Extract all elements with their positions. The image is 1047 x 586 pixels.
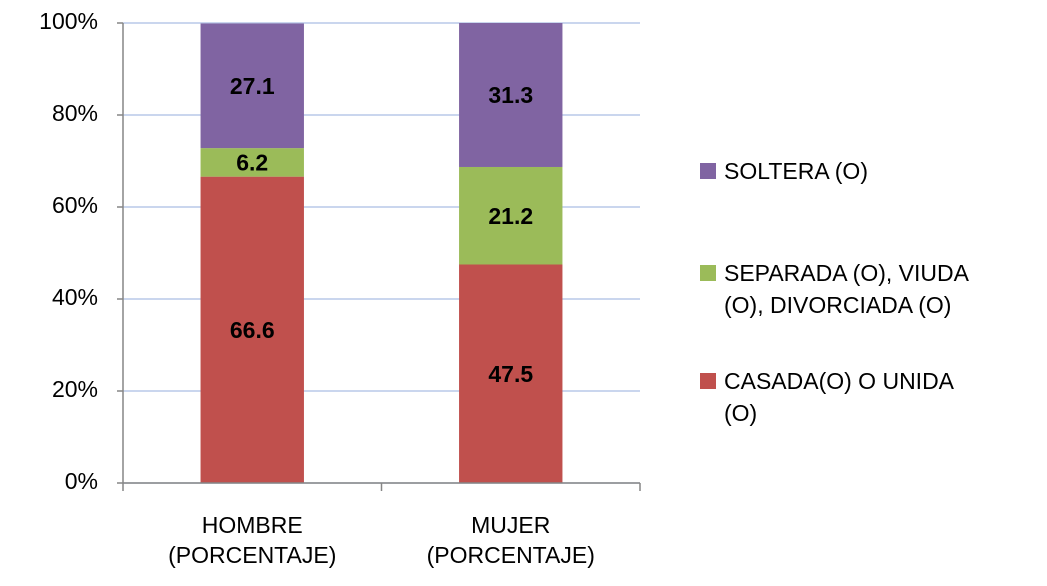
- x-tick-label: HOMBRE (PORCENTAJE): [168, 512, 337, 568]
- legend-swatch: [700, 265, 716, 281]
- x-tick-label: MUJER (PORCENTAJE): [426, 512, 595, 568]
- legend-label: SOLTERA (O): [724, 158, 868, 184]
- legend-item: CASADA(O) O UNIDA (O): [700, 365, 984, 429]
- data-label: 27.1: [230, 73, 275, 99]
- y-tick-label: 80%: [52, 100, 98, 126]
- legend-item: SOLTERA (O): [700, 155, 984, 187]
- bar-segment: [459, 166, 563, 265]
- y-tick-label: 40%: [52, 284, 98, 310]
- y-tick-label: 20%: [52, 376, 98, 402]
- y-tick-label: 100%: [39, 8, 98, 34]
- bar-segment: [200, 148, 304, 177]
- data-label: 6.2: [236, 149, 268, 175]
- y-tick-label: 0%: [65, 468, 98, 494]
- bar-segment: [200, 176, 304, 483]
- data-label: 47.5: [488, 361, 533, 387]
- data-label: 21.2: [488, 203, 533, 229]
- data-label: 31.3: [488, 82, 533, 108]
- bar-segment: [200, 23, 304, 149]
- bar-segment: [459, 264, 563, 483]
- legend-label: SEPARADA (O), VIUDA (O), DIVORCIADA (O): [724, 260, 968, 318]
- legend-swatch: [700, 163, 716, 179]
- y-tick-label: 60%: [52, 192, 98, 218]
- legend-item: SEPARADA (O), VIUDA (O), DIVORCIADA (O): [700, 257, 984, 321]
- legend-swatch: [700, 373, 716, 389]
- bar-segment: [459, 23, 563, 167]
- data-label: 66.6: [230, 317, 275, 343]
- legend-label: CASADA(O) O UNIDA (O): [724, 368, 953, 426]
